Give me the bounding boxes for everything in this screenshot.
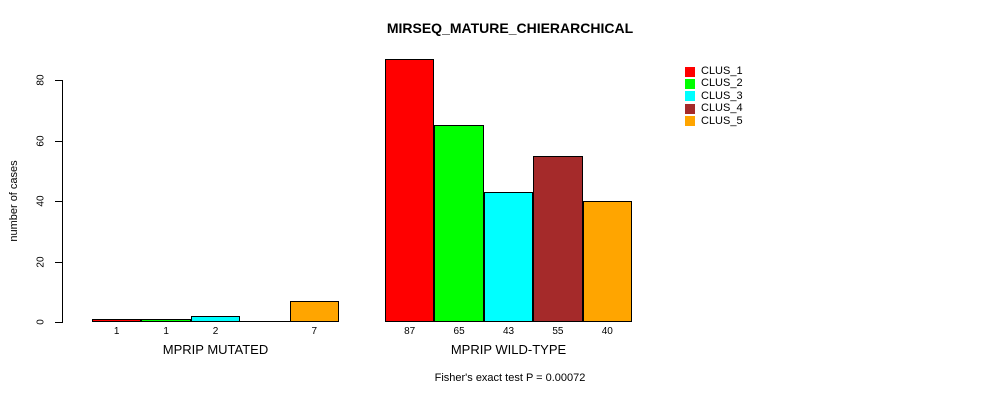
legend-label: CLUS_4 [701, 102, 743, 115]
bar-value-label: 2 [212, 326, 219, 337]
bar-value-label: 55 [552, 326, 564, 337]
y-tick-label: 40 [35, 195, 47, 207]
bar-value-label: 40 [601, 326, 613, 337]
bar-value-label: 1 [163, 326, 169, 337]
y-tick-label: 60 [35, 134, 47, 147]
legend-swatch-clus_2 [685, 78, 695, 89]
y-tick-label: 20 [35, 255, 47, 268]
bar-value-label: 65 [453, 326, 465, 337]
legend-label: CLUS_2 [701, 77, 743, 90]
y-tick-label: 80 [35, 74, 47, 86]
fisher-test-note: Fisher's exact test P = 0.00072 [434, 372, 586, 384]
y-tick [55, 140, 62, 142]
bar-value-label: 43 [502, 326, 515, 337]
bar-CLUS_5-mprip-wild-type [582, 201, 632, 322]
chart-title: MIRSEQ_MATURE_CHIERARCHICAL [386, 20, 634, 36]
legend-item-clus_2: CLUS_2 [685, 78, 743, 89]
y-tick-label: 0 [35, 319, 47, 325]
legend-label: CLUS_1 [701, 65, 743, 77]
legend-label: CLUS_5 [701, 114, 743, 127]
bar-CLUS_1-mprip-wild-type [385, 59, 435, 322]
bar-CLUS_4-mprip-wild-type [533, 156, 583, 322]
bar-value-label: 7 [311, 326, 318, 337]
legend-label: CLUS_3 [701, 89, 743, 102]
bar-value-label: 87 [404, 326, 416, 337]
legend-swatch-clus_1 [685, 66, 695, 77]
legend-item-clus_4: CLUS_4 [685, 103, 743, 114]
bar-CLUS_4-mprip-mutated [240, 321, 290, 322]
y-axis-line [62, 80, 63, 323]
y-tick [55, 80, 62, 81]
bar-CLUS_5-mprip-mutated [289, 301, 339, 322]
legend-swatch-clus_3 [685, 91, 695, 102]
bar-CLUS_2-mprip-mutated [141, 319, 191, 322]
group-label-mprip-mutated: MPRIP MUTATED [162, 342, 269, 357]
legend-item-clus_3: CLUS_3 [685, 89, 743, 102]
legend-item-clus_5: CLUS_5 [685, 114, 743, 127]
group-label-mprip-wild-type: MPRIP WILD-TYPE [450, 342, 567, 357]
y-tick [55, 322, 62, 323]
y-tick [55, 201, 62, 202]
bar-value-label: 1 [113, 326, 120, 337]
bar-CLUS_1-mprip-mutated [92, 319, 142, 322]
bar-CLUS_2-mprip-wild-type [434, 125, 484, 322]
bar-CLUS_3-mprip-mutated [190, 316, 241, 322]
legend-item-clus_1: CLUS_1 [685, 66, 743, 77]
legend-swatch-clus_4 [685, 103, 695, 114]
legend-swatch-clus_5 [685, 116, 695, 127]
bar-CLUS_3-mprip-wild-type [483, 192, 534, 322]
y-axis-label: number of cases [8, 160, 20, 242]
y-tick [55, 261, 62, 263]
